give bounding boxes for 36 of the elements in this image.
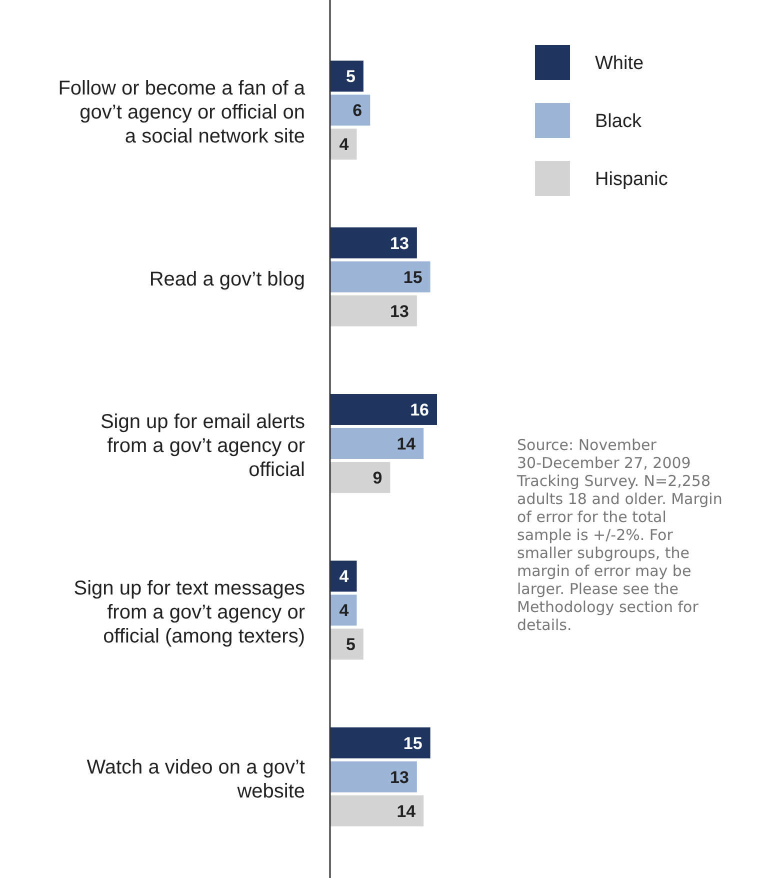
text: Source: November 30-December 27, 2009 Tracking Survey. N=2,258 adults 18 and older. Margin of error for the total sample is +/-2%. For smaller subgroups, the margin of error may be larger. Please see the Methodology section for details. xyxy=(517,436,722,634)
bar xyxy=(330,727,430,758)
y-tick-label: Follow or become a fan of a gov’t agency or official on a social network site xyxy=(58,78,306,148)
data-label: 5 xyxy=(346,67,356,86)
bar xyxy=(330,394,437,425)
bar xyxy=(330,428,424,459)
y-tick-label: Sign up for text messages from a gov’t agency or official (among texters) xyxy=(74,578,306,648)
data-label: 13 xyxy=(390,768,409,787)
data-label: 6 xyxy=(352,101,362,120)
data-label: 16 xyxy=(410,400,429,420)
legend-label: White xyxy=(595,53,644,74)
bar xyxy=(330,628,364,660)
bar xyxy=(330,462,390,493)
data-label: 15 xyxy=(403,268,422,287)
bar xyxy=(330,261,430,292)
legend-label: Hispanic xyxy=(595,169,668,190)
data-label: 13 xyxy=(390,234,409,253)
legend-label: Black xyxy=(595,111,642,132)
data-label: 14 xyxy=(396,434,416,454)
bar xyxy=(330,761,417,792)
y-tick-label: Sign up for email alerts from a gov’t agency or official xyxy=(100,411,306,481)
data-label: 13 xyxy=(390,302,409,321)
bar xyxy=(330,94,370,126)
data-label: 9 xyxy=(372,468,382,488)
bar xyxy=(330,227,417,258)
data-label: 4 xyxy=(339,601,350,620)
y-tick-label: Watch a video on a gov’t website xyxy=(86,756,306,802)
data-label: 14 xyxy=(396,802,416,821)
bar xyxy=(330,60,364,92)
y-tick-label: Read a gov’t blog xyxy=(149,268,305,290)
data-label: 4 xyxy=(339,567,350,586)
data-label: 15 xyxy=(403,734,422,753)
data-label: 4 xyxy=(339,135,350,154)
data-label: 5 xyxy=(346,635,356,654)
bar xyxy=(330,795,424,826)
bar xyxy=(330,295,417,326)
